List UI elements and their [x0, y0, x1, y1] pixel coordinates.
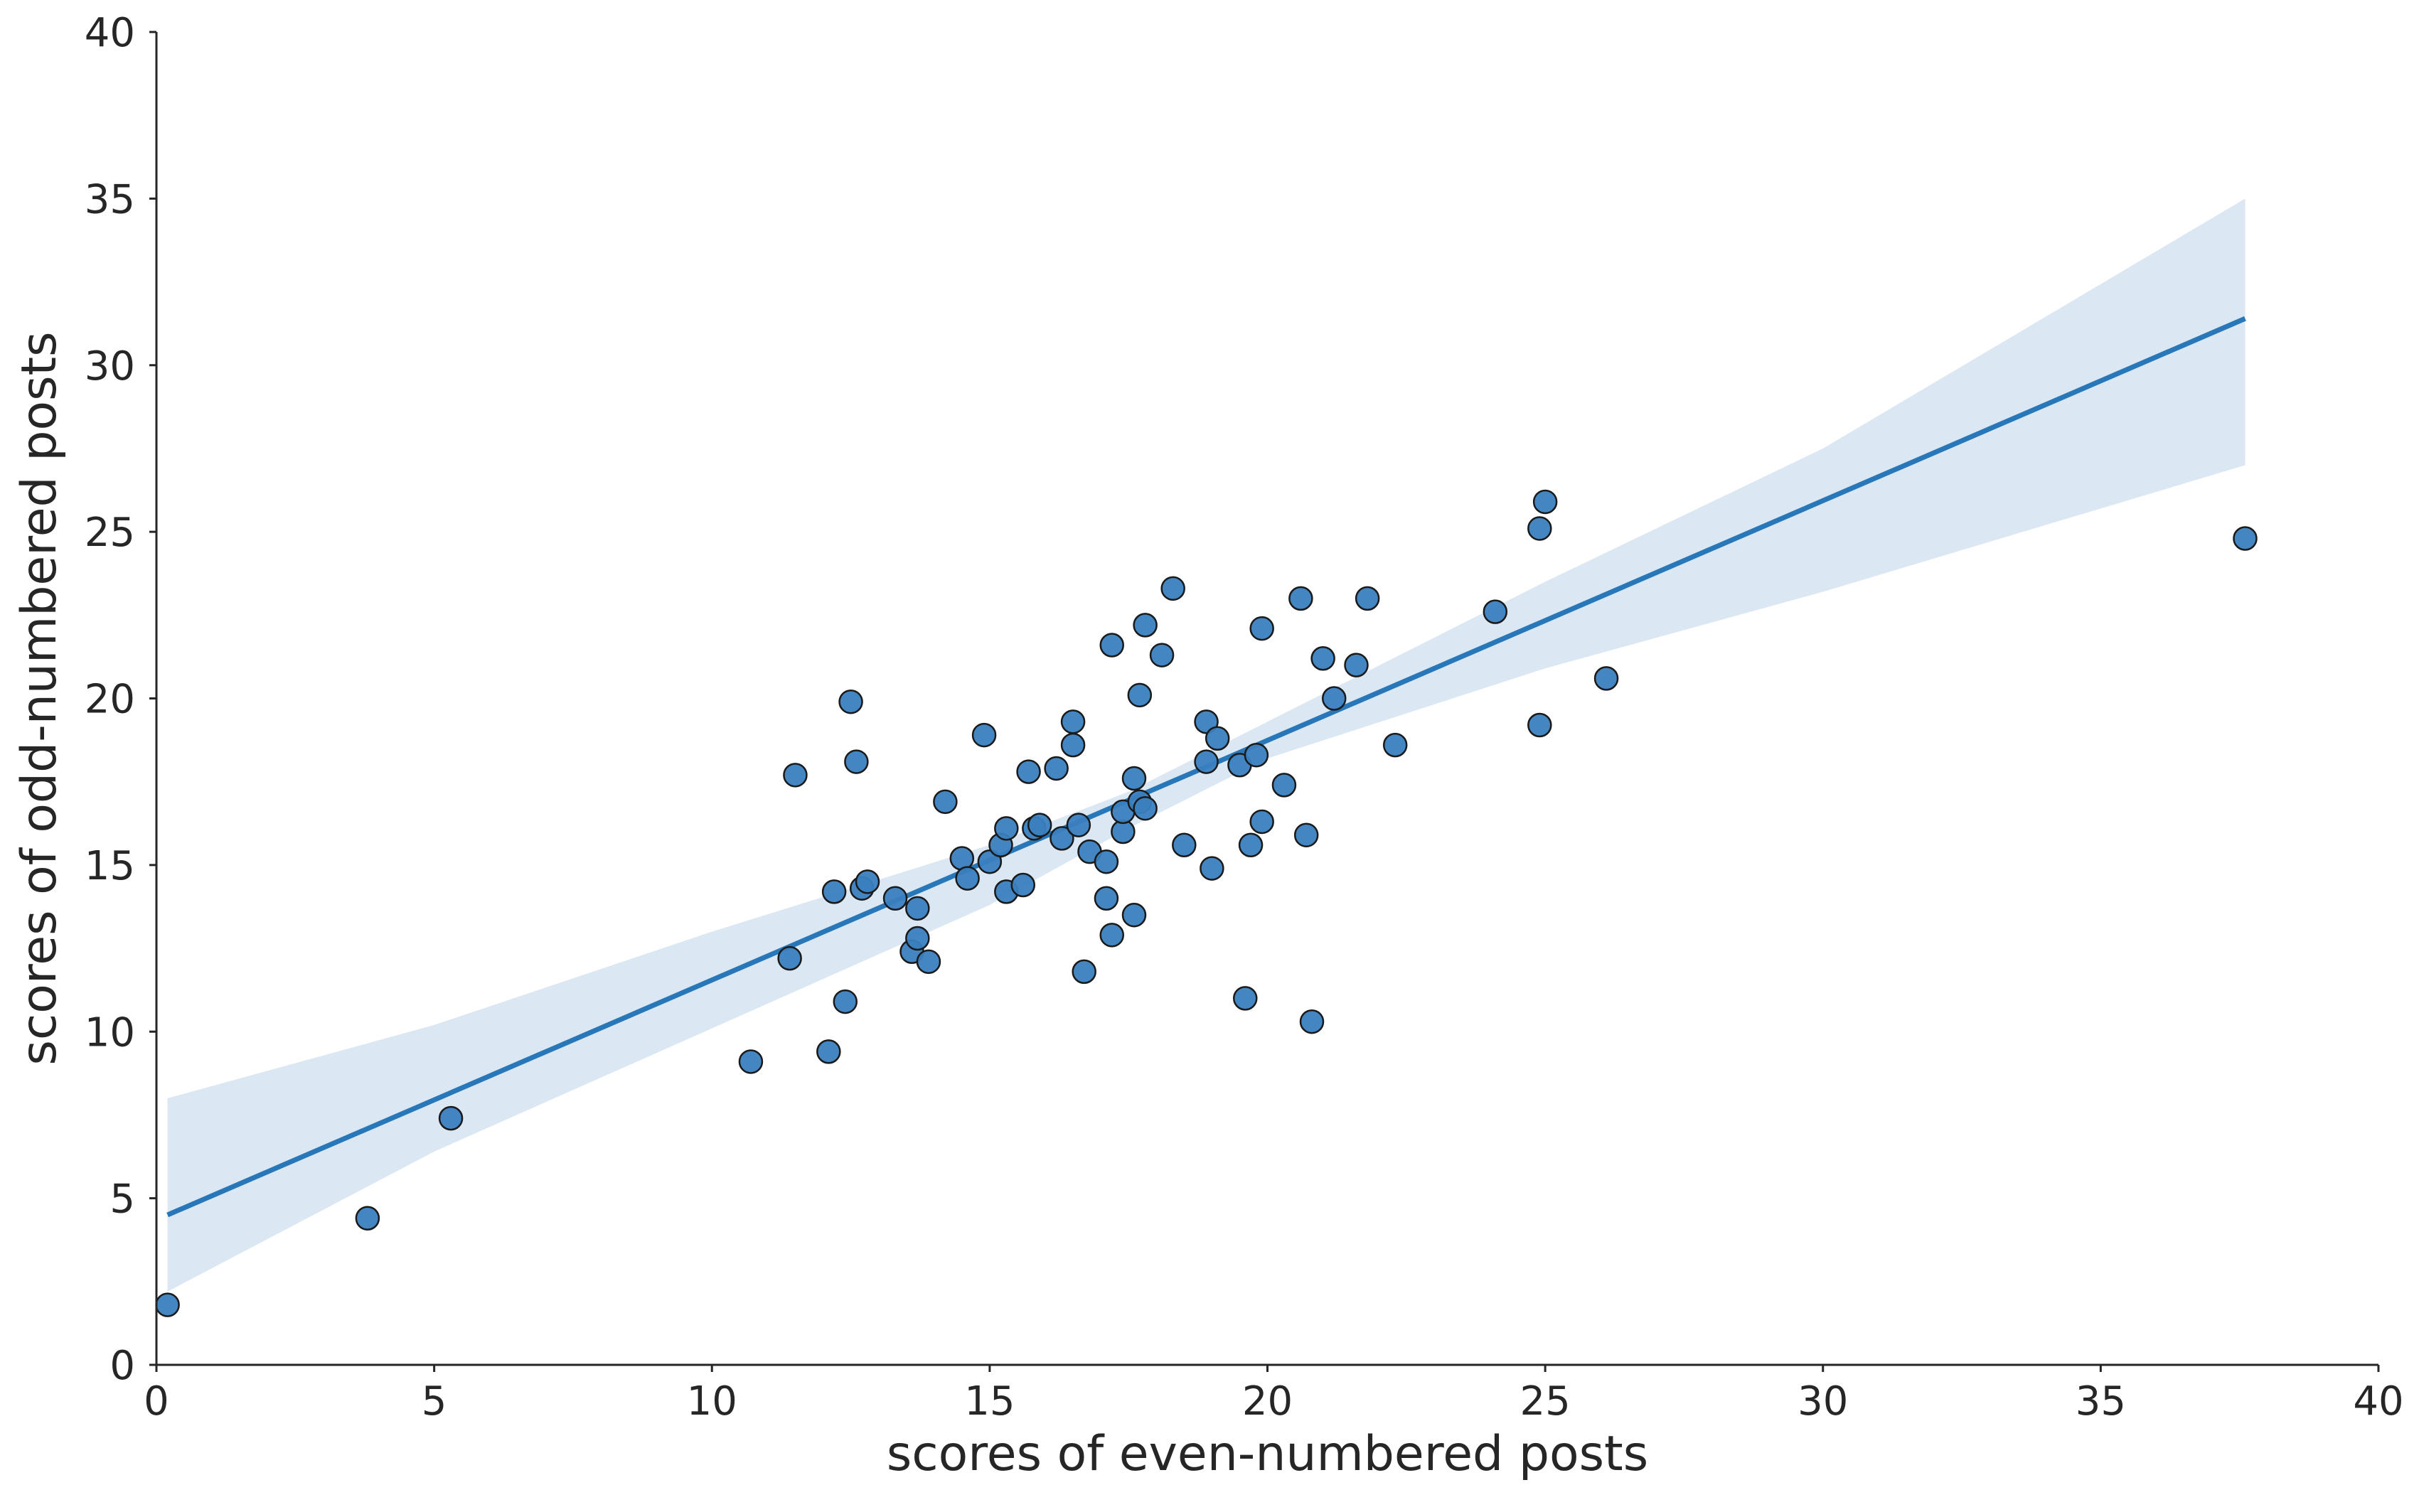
scatter-point	[777, 945, 802, 971]
x-tick-label: 5	[422, 1378, 447, 1425]
scatter-point	[1322, 686, 1347, 711]
scatter-point	[1293, 822, 1319, 847]
scatter-point	[1593, 666, 1619, 691]
scatter-point	[994, 816, 1019, 841]
scatter-point	[955, 866, 980, 891]
scatter-point	[1121, 766, 1147, 791]
scatter-point	[933, 789, 958, 815]
x-tick-label: 15	[964, 1378, 1015, 1425]
scatter-point	[821, 879, 847, 904]
scatter-point	[1072, 959, 1096, 985]
y-tick-label: 20	[85, 677, 135, 723]
scatter-point	[155, 1292, 180, 1317]
y-tick-label: 30	[85, 343, 135, 390]
y-tick-label: 25	[85, 510, 135, 556]
scatter-point	[1271, 773, 1297, 798]
scatter-point	[882, 886, 908, 911]
scatter-point	[1532, 489, 1558, 515]
scatter-point	[949, 846, 975, 871]
y-tick-label: 40	[85, 10, 135, 56]
y-tick-label: 10	[85, 1009, 135, 1056]
scatter-point	[2233, 526, 2258, 551]
scatter-points	[155, 489, 2258, 1317]
scatter-point	[1149, 643, 1175, 667]
y-axis-ticks: 0 5 10 15 20 25 30 35 40	[85, 10, 156, 1389]
scatter-point	[1066, 813, 1091, 837]
scatter-point	[855, 869, 880, 894]
scatter-point	[1249, 616, 1274, 641]
ci-band-layer	[167, 198, 2245, 1292]
scatter-point	[1121, 902, 1147, 928]
scatter-point	[1310, 646, 1335, 671]
scatter-point	[355, 1206, 380, 1230]
scatter-point	[1133, 613, 1158, 638]
scatter-point	[1127, 682, 1153, 708]
x-tick-label: 35	[2076, 1378, 2126, 1425]
y-tick-label: 15	[85, 843, 135, 889]
y-axis-label: scores of odd-numbered posts	[11, 331, 68, 1065]
scatter-point	[1527, 712, 1552, 738]
scatter-point	[1200, 856, 1224, 881]
scatter-point	[1050, 826, 1074, 851]
scatter-point	[1027, 813, 1052, 837]
x-axis-label: scores of even-numbered posts	[887, 1426, 1648, 1482]
x-axis-ticks: 0 5 10 15 20 25 30 35 40	[144, 1365, 2404, 1425]
x-tick-label: 20	[1242, 1378, 1293, 1425]
scatter-point	[1233, 986, 1258, 1011]
scatter-point	[1299, 1009, 1325, 1034]
scatter-point	[1060, 732, 1086, 758]
x-tick-label: 0	[144, 1378, 169, 1425]
x-tick-label: 10	[687, 1378, 737, 1425]
scatter-point	[1288, 586, 1313, 611]
scatter-point	[1060, 709, 1086, 734]
scatter-point	[1099, 633, 1124, 658]
scatter-point	[1194, 749, 1219, 774]
scatter-point	[1382, 732, 1408, 758]
confidence-interval-band	[167, 198, 2245, 1292]
scatter-point	[1238, 832, 1264, 857]
scatter-point	[1099, 923, 1124, 948]
scatter-point	[1016, 759, 1041, 784]
scatter-point	[1355, 586, 1380, 611]
scatter-point	[1160, 576, 1185, 601]
y-tick-label: 5	[110, 1176, 135, 1223]
scatter-point	[1249, 809, 1274, 835]
scatter-point	[816, 1039, 841, 1064]
scatter-point	[1344, 653, 1369, 677]
scatter-point	[838, 689, 863, 714]
scatter-point	[1094, 886, 1119, 911]
scatter-point	[1133, 795, 1158, 821]
scatter-point	[1205, 726, 1230, 751]
scatter-point	[905, 896, 930, 921]
scatter-point	[738, 1049, 764, 1074]
scatter-point	[971, 722, 997, 748]
scatter-point	[844, 749, 869, 774]
scatter-point	[1172, 832, 1197, 857]
scatter-point	[1044, 756, 1069, 781]
scatter-point	[1010, 872, 1035, 898]
x-tick-label: 25	[1520, 1378, 1570, 1425]
scatter-point	[783, 763, 808, 788]
scatter-point	[905, 926, 930, 951]
x-tick-label: 30	[1798, 1378, 1848, 1425]
scatter-point	[833, 989, 858, 1014]
y-tick-label: 35	[85, 176, 135, 222]
x-tick-label: 40	[2353, 1378, 2403, 1425]
y-tick-label: 0	[110, 1343, 135, 1389]
scatter-point	[1244, 742, 1269, 768]
scatter-point	[1527, 516, 1552, 541]
scatter-point	[438, 1105, 464, 1131]
scatter-point	[1483, 599, 1508, 624]
scatter-point	[1094, 849, 1119, 874]
scatter-point	[916, 949, 941, 975]
